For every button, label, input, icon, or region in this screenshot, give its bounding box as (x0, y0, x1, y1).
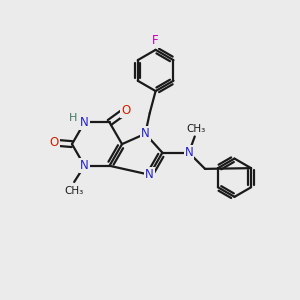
Text: H: H (68, 113, 77, 123)
Text: N: N (184, 146, 193, 159)
Text: N: N (145, 168, 154, 181)
Text: N: N (80, 159, 89, 172)
Text: O: O (121, 104, 130, 117)
Text: CH₃: CH₃ (64, 185, 84, 196)
Text: CH₃: CH₃ (187, 124, 206, 134)
Text: O: O (50, 136, 59, 149)
Text: N: N (80, 116, 89, 129)
Text: F: F (152, 34, 159, 47)
Text: N: N (141, 127, 150, 140)
